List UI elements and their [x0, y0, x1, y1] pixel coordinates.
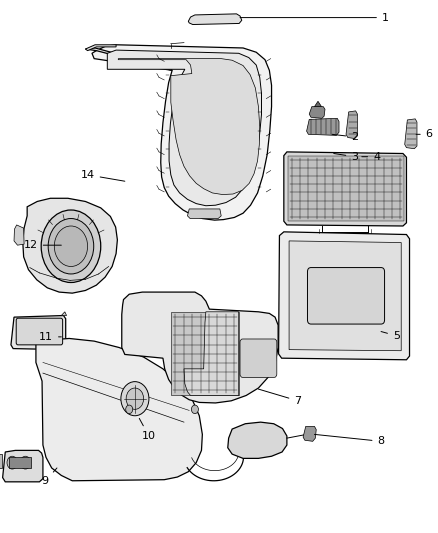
Polygon shape [3, 450, 43, 482]
Text: 1: 1 [240, 13, 389, 22]
Polygon shape [405, 119, 417, 149]
FancyBboxPatch shape [307, 268, 385, 324]
Polygon shape [228, 422, 287, 458]
Polygon shape [284, 152, 406, 226]
Polygon shape [288, 156, 404, 221]
Polygon shape [303, 426, 316, 441]
Polygon shape [85, 48, 172, 70]
Polygon shape [279, 232, 410, 360]
Circle shape [20, 456, 31, 469]
Polygon shape [36, 338, 202, 481]
Text: 5: 5 [381, 331, 400, 341]
Polygon shape [289, 241, 401, 351]
Polygon shape [118, 59, 260, 195]
Text: 7: 7 [258, 389, 301, 406]
Polygon shape [11, 316, 66, 350]
Polygon shape [107, 50, 261, 206]
FancyBboxPatch shape [16, 318, 63, 345]
Text: 14: 14 [81, 170, 125, 181]
Circle shape [48, 219, 94, 274]
FancyBboxPatch shape [240, 339, 277, 377]
Text: 11: 11 [39, 332, 61, 342]
Polygon shape [187, 209, 221, 219]
Polygon shape [309, 107, 325, 118]
Text: 10: 10 [139, 418, 156, 441]
Circle shape [54, 226, 88, 266]
Polygon shape [171, 312, 239, 395]
Polygon shape [85, 45, 116, 51]
Polygon shape [188, 14, 242, 25]
Circle shape [121, 382, 149, 416]
Circle shape [126, 405, 133, 414]
Polygon shape [122, 292, 278, 403]
Text: 3: 3 [334, 152, 358, 161]
Circle shape [191, 405, 198, 414]
Text: 2: 2 [332, 132, 358, 142]
Text: 4: 4 [362, 152, 380, 161]
Polygon shape [0, 454, 2, 468]
Polygon shape [314, 101, 321, 107]
Polygon shape [346, 111, 357, 139]
Circle shape [126, 388, 144, 409]
Text: 6: 6 [416, 130, 433, 139]
Polygon shape [23, 198, 117, 293]
Circle shape [7, 456, 18, 469]
Polygon shape [307, 118, 339, 135]
Circle shape [41, 210, 101, 282]
Polygon shape [61, 312, 67, 316]
Text: 9: 9 [42, 468, 57, 486]
Text: 8: 8 [314, 434, 385, 446]
Polygon shape [14, 225, 24, 245]
Polygon shape [9, 457, 31, 468]
Polygon shape [92, 45, 272, 220]
Text: 12: 12 [24, 240, 61, 250]
Polygon shape [184, 312, 239, 395]
